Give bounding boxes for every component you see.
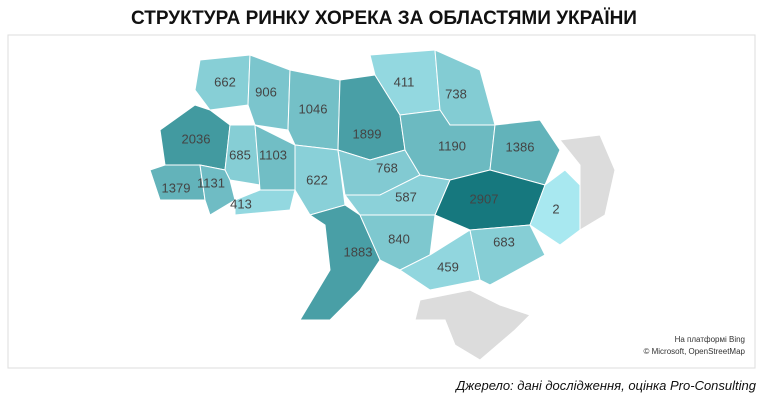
region-value: 2907 <box>470 191 499 206</box>
region-value: 738 <box>445 86 467 101</box>
region-value: 683 <box>493 234 515 249</box>
region <box>234 189 296 216</box>
region-value: 685 <box>229 147 251 162</box>
region <box>194 54 251 111</box>
region-value: 1899 <box>353 126 382 141</box>
crimea <box>414 289 531 361</box>
region <box>224 124 261 186</box>
region-value: 413 <box>230 196 252 211</box>
map-frame <box>7 34 756 369</box>
region-value: 411 <box>394 74 415 89</box>
region-value: 906 <box>255 84 277 99</box>
region-value: 1103 <box>259 147 287 162</box>
region-value: 2 <box>552 201 559 216</box>
region-value: 1379 <box>162 180 191 195</box>
region <box>299 204 381 321</box>
region <box>469 224 546 286</box>
source-note: Джерело: дані дослідження, оцінка Pro-Co… <box>456 378 756 393</box>
region-value: 1386 <box>506 139 535 154</box>
attribution: © Microsoft, OpenStreetMap <box>644 347 746 356</box>
attribution: На платформі Bing <box>675 335 745 344</box>
region-value: 587 <box>395 189 417 204</box>
occupied-area <box>559 134 616 231</box>
region-value: 1190 <box>438 138 466 153</box>
region-value: 1883 <box>344 244 373 259</box>
region <box>399 229 481 291</box>
region-value: 768 <box>376 160 398 175</box>
region <box>489 119 561 186</box>
region-value: 459 <box>437 259 459 274</box>
region-value: 2036 <box>182 131 211 146</box>
region-value: 1046 <box>299 101 328 116</box>
region <box>247 54 291 131</box>
region-value: 1131 <box>197 175 225 190</box>
region-value: 622 <box>306 172 328 187</box>
region-value: 840 <box>388 231 410 246</box>
region-value: 662 <box>214 74 236 89</box>
map-title: СТРУКТУРА РИНКУ ХОРЕКА ЗА ОБЛАСТЯМИ УКРА… <box>131 8 637 29</box>
